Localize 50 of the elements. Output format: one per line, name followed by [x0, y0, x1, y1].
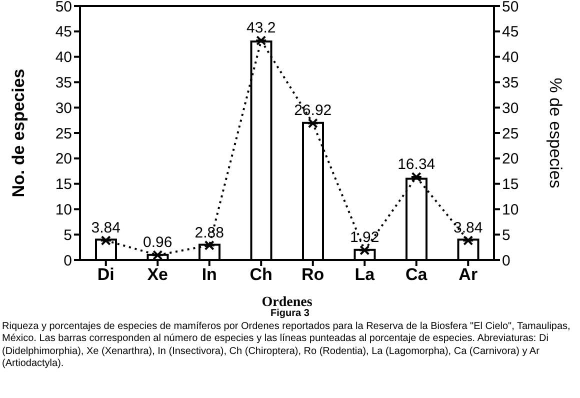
y2-tick-label: 35	[502, 74, 519, 92]
y2-tick-label: 50	[502, 0, 519, 16]
y2-tick-label: 40	[502, 49, 519, 66]
x-tick-label: Ro	[302, 265, 324, 284]
y-tick-label: 15	[55, 176, 72, 194]
y-tick-label: 45	[55, 24, 72, 41]
data-label: 16.34	[398, 156, 436, 173]
y-tick-label: 0	[64, 252, 72, 270]
x-tick-label: Xe	[147, 265, 168, 284]
y2-tick-label: 30	[502, 100, 519, 117]
point	[100, 235, 112, 246]
y-tick-label: 40	[55, 49, 72, 66]
point	[410, 172, 422, 182]
data-label: 3.84	[454, 219, 483, 236]
y2-tick-label: 5	[502, 226, 510, 244]
y-tick-label: 10	[55, 202, 72, 219]
data-label: 2.88	[194, 224, 224, 242]
point	[306, 118, 319, 128]
y2-tick-label: 10	[502, 202, 519, 219]
x-tick-label: Ar	[458, 265, 478, 284]
y2-tick-label: 0	[502, 252, 510, 270]
point	[152, 250, 164, 260]
y2-axis-title: % de especies	[546, 78, 565, 188]
y2-tick-label: 45	[502, 24, 519, 41]
y2-tick-label: 25	[502, 125, 519, 142]
text: Figura 3	[270, 308, 310, 320]
x-tick-label: Ca	[406, 265, 428, 284]
point	[462, 235, 474, 246]
y-tick-label: 20	[55, 150, 72, 168]
y2-tick-label: 15	[502, 176, 519, 194]
x-axis-title: Ordenes	[262, 295, 313, 310]
x-tick-label: La	[354, 265, 376, 284]
x-tick-label: Ch	[250, 265, 272, 284]
x-tick-label: In	[202, 265, 217, 284]
y-tick-label: 50	[55, 0, 72, 16]
data-label: 0.96	[143, 234, 172, 252]
data-label: 1.92	[350, 229, 380, 246]
x-tick-label: Di	[97, 265, 114, 284]
y-tick-label: 30	[55, 100, 72, 117]
y-axis-title: No. de especies	[9, 68, 28, 198]
point	[358, 245, 371, 256]
text: Riqueza y porcentajes de especies de mamíferos por Ordenes reportados para la Reserva de la Biosfera "El Cielo", Tamaulipas, México. Las barras corresponden al número de especies y las líneas punteadas al porcentaje de especies. Abreviaturas: Di (Didelphimorphia), Xe (Xenarthra), In (Insectivora), Ch (Chiroptera), Ro (Rodentia), La (Lagomorpha), Ca (Carnivora) y Ar (Artiodactyla).	[2, 320, 572, 370]
y2-tick-label: 20	[502, 150, 519, 168]
y-tick-label: 5	[64, 226, 72, 244]
point	[255, 36, 268, 46]
y-tick-label: 25	[55, 125, 72, 142]
data-label: 26.92	[294, 102, 332, 120]
y-tick-label: 35	[55, 74, 72, 92]
data-label: 43.2	[246, 20, 276, 37]
data-label: 3.84	[91, 219, 120, 236]
